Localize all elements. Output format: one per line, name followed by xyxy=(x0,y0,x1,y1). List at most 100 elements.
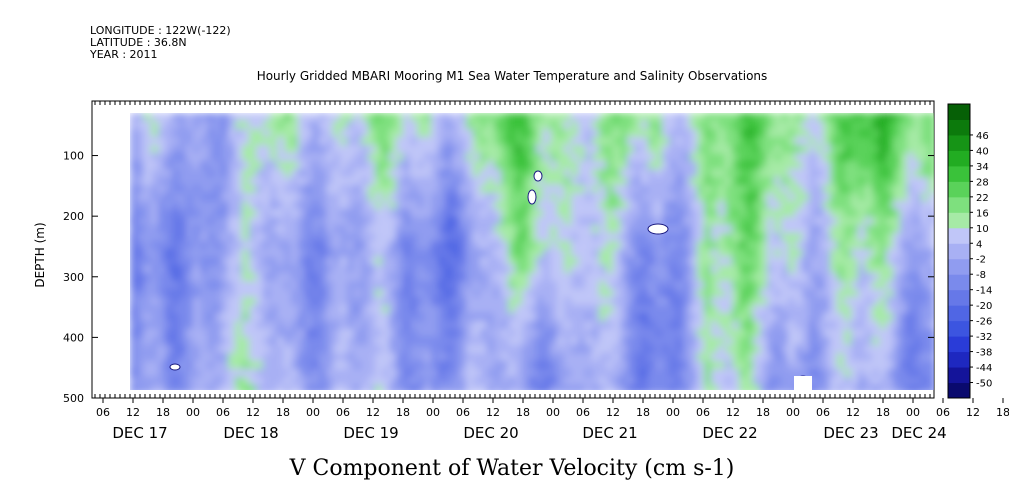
heat-cell xyxy=(851,153,859,162)
heat-cell xyxy=(634,177,642,186)
heat-cell xyxy=(732,153,740,162)
heat-cell xyxy=(214,113,222,122)
heat-cell xyxy=(200,169,208,178)
heat-cell xyxy=(760,305,768,314)
heat-cell xyxy=(676,177,684,186)
heat-cell xyxy=(466,209,474,218)
heat-cell xyxy=(599,377,607,386)
heat-cell xyxy=(501,209,509,218)
heat-cell xyxy=(319,177,327,186)
heat-cell xyxy=(130,353,138,362)
heat-cell xyxy=(921,273,929,282)
heat-cell xyxy=(669,129,677,138)
heat-cell xyxy=(571,385,579,390)
heat-cell xyxy=(389,193,397,202)
heat-cell xyxy=(634,209,642,218)
heat-cell xyxy=(445,297,453,306)
heat-cell xyxy=(389,353,397,362)
heat-cell xyxy=(151,249,159,258)
heat-cell xyxy=(704,265,712,274)
heat-cell xyxy=(522,289,530,298)
heat-cell xyxy=(277,193,285,202)
heat-cell xyxy=(893,121,901,130)
heat-cell xyxy=(886,233,894,242)
heat-cell xyxy=(746,241,754,250)
heat-cell xyxy=(865,121,873,130)
heat-cell xyxy=(669,121,677,130)
heat-cell xyxy=(179,153,187,162)
heat-cell xyxy=(186,177,194,186)
heat-cell xyxy=(676,273,684,282)
heat-cell xyxy=(879,225,887,234)
heat-cell xyxy=(200,241,208,250)
heat-cell xyxy=(172,177,180,186)
heat-cell xyxy=(858,377,866,386)
hour-tick-label: 18 xyxy=(996,406,1009,419)
heat-cell xyxy=(424,305,432,314)
heat-cell xyxy=(242,241,250,250)
heat-cell xyxy=(207,137,215,146)
heat-cell xyxy=(669,361,677,370)
heat-cell xyxy=(802,337,810,346)
heat-cell xyxy=(158,193,166,202)
heat-cell xyxy=(151,161,159,170)
heat-cell xyxy=(746,345,754,354)
heat-cell xyxy=(809,145,817,154)
heat-cell xyxy=(578,241,586,250)
heat-cell xyxy=(907,281,915,290)
heat-cell xyxy=(501,265,509,274)
heat-cell xyxy=(599,153,607,162)
heat-cell xyxy=(438,281,446,290)
heat-cell xyxy=(368,377,376,386)
heat-cell xyxy=(627,297,635,306)
heat-cell xyxy=(256,353,264,362)
heat-cell xyxy=(676,201,684,210)
colorbar-label: -44 xyxy=(976,363,992,374)
heat-cell xyxy=(410,121,418,130)
heat-cell xyxy=(137,377,145,386)
heat-cell xyxy=(816,169,824,178)
heat-cell xyxy=(704,145,712,154)
heat-cell xyxy=(186,137,194,146)
heat-cell xyxy=(207,153,215,162)
heat-cell xyxy=(550,169,558,178)
heat-cell xyxy=(788,345,796,354)
heat-cell xyxy=(585,161,593,170)
heat-cell xyxy=(844,137,852,146)
heat-cell xyxy=(312,321,320,330)
heat-cell xyxy=(816,241,824,250)
heat-cell xyxy=(221,217,229,226)
heat-cell xyxy=(746,337,754,346)
heat-cell xyxy=(648,313,656,322)
heat-cell xyxy=(396,337,404,346)
heat-cell xyxy=(515,161,523,170)
heat-cell xyxy=(291,337,299,346)
heat-cell xyxy=(284,209,292,218)
heat-cell xyxy=(375,257,383,266)
heat-cell xyxy=(767,305,775,314)
heat-cell xyxy=(333,297,341,306)
heat-cell xyxy=(816,273,824,282)
heat-cell xyxy=(172,145,180,154)
heat-cell xyxy=(431,329,439,338)
heat-cell xyxy=(375,385,383,390)
heat-cell xyxy=(235,153,243,162)
heat-cell xyxy=(319,281,327,290)
heat-cell xyxy=(249,209,257,218)
heat-cell xyxy=(326,161,334,170)
heat-cell xyxy=(746,121,754,130)
heat-cell xyxy=(494,185,502,194)
heat-cell xyxy=(263,257,271,266)
heat-cell xyxy=(193,281,201,290)
heat-cell xyxy=(648,377,656,386)
heat-cell xyxy=(718,257,726,266)
heat-cell xyxy=(858,193,866,202)
heat-cell xyxy=(865,209,873,218)
heat-cell xyxy=(144,113,152,122)
hour-tick-label: 00 xyxy=(306,406,320,419)
heat-cell xyxy=(928,265,934,274)
heat-cell xyxy=(907,337,915,346)
heat-cell xyxy=(158,241,166,250)
heat-cell xyxy=(872,137,880,146)
heat-cell xyxy=(305,137,313,146)
